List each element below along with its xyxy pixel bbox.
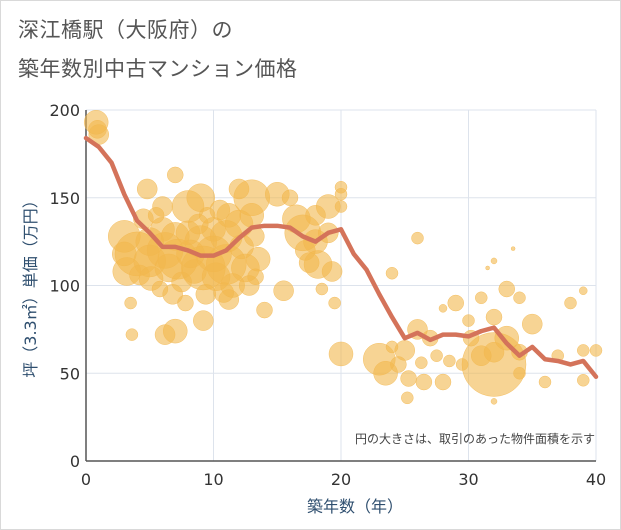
data-bubble xyxy=(163,318,188,344)
y-tick-label: 0 xyxy=(70,452,80,471)
data-bubble xyxy=(394,340,415,361)
data-bubble xyxy=(513,367,526,380)
data-bubble xyxy=(443,354,456,368)
data-bubble xyxy=(577,344,590,357)
data-bubble xyxy=(411,231,424,245)
x-axis-label: 築年数（年） xyxy=(307,497,403,516)
data-bubble xyxy=(334,200,348,213)
data-bubble xyxy=(273,280,294,302)
data-bubble xyxy=(447,294,464,312)
data-bubble xyxy=(321,261,343,282)
data-bubble xyxy=(256,301,273,319)
data-bubble xyxy=(498,280,515,298)
y-tick-label: 150 xyxy=(49,189,80,208)
data-bubble xyxy=(494,325,519,351)
data-bubble xyxy=(485,265,490,271)
data-bubble xyxy=(239,203,264,228)
bubble-size-note: 円の大きさは、取引のあった物件面積を示す xyxy=(355,431,595,446)
data-bubble xyxy=(400,370,417,387)
x-tick-label: 10 xyxy=(203,470,223,489)
data-bubble xyxy=(522,313,543,335)
data-bubble xyxy=(125,328,139,341)
data-bubble xyxy=(434,373,452,391)
y-tick-label: 200 xyxy=(49,101,80,120)
data-bubble xyxy=(438,304,448,313)
data-bubble xyxy=(281,189,299,206)
data-bubble xyxy=(430,349,443,362)
data-bubble xyxy=(334,187,348,201)
trend-line xyxy=(83,135,599,380)
y-axis-label: 坪（3.3㎡）単価（万円） xyxy=(21,192,40,377)
data-bubble xyxy=(510,246,516,251)
data-bubble xyxy=(247,268,264,285)
data-bubble xyxy=(589,344,603,357)
data-bubble xyxy=(462,314,475,327)
x-tick-label: 0 xyxy=(81,470,91,489)
chart-title-line1: 深江橋駅（大阪府）の xyxy=(18,18,233,42)
data-bubble xyxy=(152,196,173,217)
data-bubble xyxy=(485,308,503,326)
chart-title-line2: 築年数別中古マンション価格 xyxy=(18,57,298,81)
data-bubble xyxy=(577,374,590,387)
data-bubble xyxy=(490,398,498,405)
data-bubble xyxy=(136,178,158,200)
data-bubble xyxy=(513,291,526,305)
data-bubble xyxy=(415,356,428,369)
data-bubble xyxy=(177,294,194,312)
data-bubble xyxy=(415,373,433,391)
data-bubble xyxy=(193,310,214,331)
data-bubble xyxy=(401,391,414,405)
bubble-layer xyxy=(83,110,603,405)
data-bubble xyxy=(124,296,137,310)
data-bubble xyxy=(475,291,488,305)
data-bubble xyxy=(167,166,184,184)
y-tick-label: 50 xyxy=(60,364,80,383)
x-tick-label: 40 xyxy=(586,470,606,489)
data-bubble xyxy=(385,266,399,280)
data-bubble xyxy=(218,289,240,310)
data-bubble xyxy=(328,341,354,367)
data-bubble xyxy=(328,296,341,310)
x-tick-label: 20 xyxy=(331,470,351,489)
data-bubble xyxy=(315,282,329,296)
tick-labels: 0 50 100 150 200 0 10 20 30 40 xyxy=(49,101,606,489)
y-tick-label: 100 xyxy=(49,277,80,296)
data-bubble xyxy=(564,296,577,310)
data-bubble xyxy=(538,375,552,389)
data-bubble xyxy=(579,286,588,296)
data-bubble xyxy=(490,257,498,265)
x-tick-label: 30 xyxy=(458,470,478,489)
trend-line-layer xyxy=(83,135,599,380)
data-bubble xyxy=(88,120,107,139)
data-bubble xyxy=(245,246,271,272)
